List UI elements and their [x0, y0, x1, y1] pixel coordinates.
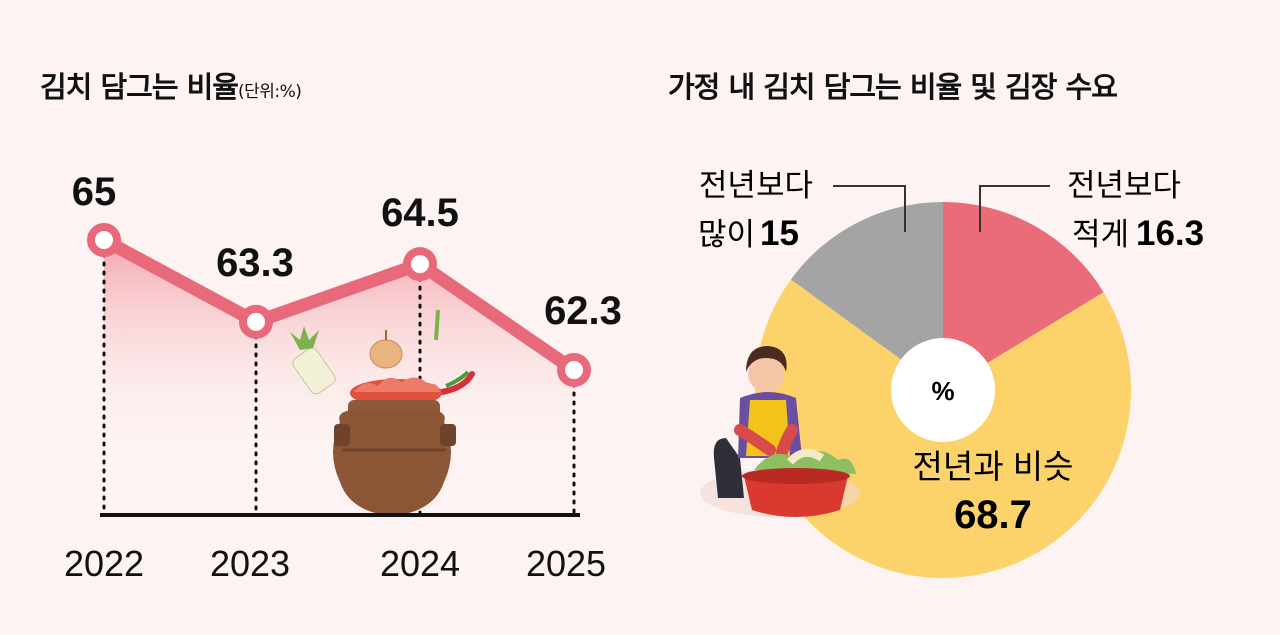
line-markers — [87, 223, 591, 387]
value-label-2024: 64.5 — [381, 191, 459, 235]
marker-2025 — [557, 353, 591, 387]
x-axis-tick-labels: 2022 2023 2024 2025 — [64, 543, 606, 584]
leader-line-more — [833, 185, 906, 232]
value-label-2023: 63.3 — [216, 241, 294, 285]
leader-line-less — [979, 185, 1050, 232]
line-chart-panel: 김치 담그는 비율(단위:%) — [40, 70, 622, 584]
donut-center-label: % — [931, 376, 954, 406]
donut-slice-2 — [790, 202, 943, 390]
slice-same-label: 전년과 비슷 — [913, 448, 1074, 485]
x-tick-2025: 2025 — [526, 543, 606, 584]
donut-hole — [891, 338, 995, 442]
slice-less-label-line1: 전년보다 — [1067, 168, 1181, 203]
kimchi-jar-illustration — [290, 309, 475, 516]
x-tick-2024: 2024 — [380, 543, 460, 584]
marker-2023 — [239, 304, 273, 339]
x-tick-2023: 2023 — [210, 543, 290, 584]
slice-more-value: 15 — [760, 214, 799, 253]
donut-slice-0 — [943, 202, 1104, 390]
line-series — [97, 233, 581, 377]
line-value-labels: 65 63.3 64.5 62.3 — [72, 170, 622, 333]
marker-2022 — [87, 223, 121, 257]
value-label-2022: 65 — [72, 170, 117, 214]
slice-less-label-line2: 적게 — [1072, 217, 1129, 252]
pie-chart-panel: 가정 내 김치 담그는 비율 및 김장 수요 % 전년보다 많이 15 전년보다 — [640, 0, 1280, 635]
slice-less-value: 16.3 — [1136, 214, 1204, 253]
donut-labels: 전년보다 많이 15 전년보다 적게 16.3 전년과 비슷 68.7 — [698, 168, 1204, 537]
marker-2024 — [403, 247, 437, 282]
donut-chart: % 전년보다 많이 15 전년보다 적게 16.3 전년과 비슷 — [698, 168, 1204, 579]
line-chart-title: 김치 담그는 비율(단위:%) — [40, 70, 302, 104]
person-kimchi-illustration — [700, 346, 860, 517]
pie-chart-title: 가정 내 김치 담그는 비율 및 김장 수요 — [668, 70, 1118, 104]
value-label-2025: 62.3 — [544, 289, 622, 333]
line-chart: 65 63.3 64.5 62.3 2022 2023 2024 2025 — [64, 170, 622, 584]
x-tick-2022: 2022 — [64, 543, 144, 584]
slice-more-label-line1: 전년보다 — [699, 168, 813, 203]
line-path — [97, 233, 581, 377]
line-chart-unit: (단위:%) — [237, 82, 302, 102]
slice-more-label-line2: 많이 — [698, 217, 755, 252]
slice-same-value: 68.7 — [954, 493, 1032, 537]
